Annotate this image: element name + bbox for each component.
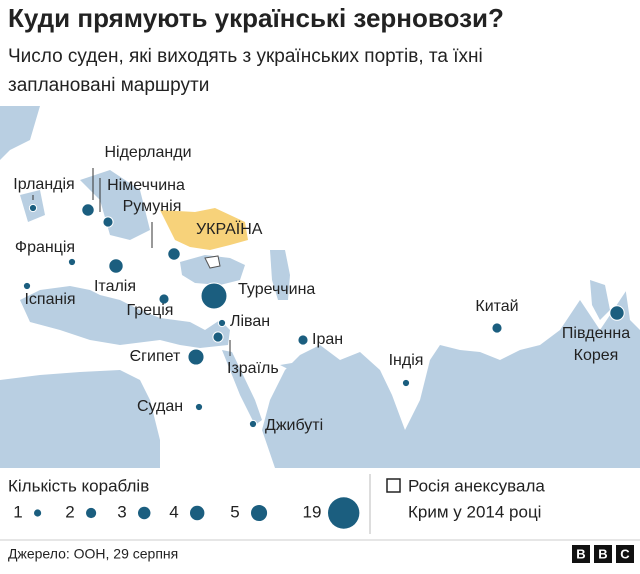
logo-letter: B	[576, 546, 585, 561]
country-label: Нідерланди	[104, 144, 191, 161]
ship-bubble	[102, 216, 114, 228]
red-sea	[222, 350, 262, 425]
country-label: Франція	[15, 239, 75, 256]
legend-bubble	[138, 506, 151, 520]
land	[0, 106, 640, 468]
subtitle: Число суден, які виходять з українських …	[8, 46, 483, 67]
ship-bubble	[108, 258, 124, 274]
country-label: Ірландія	[13, 176, 74, 193]
japan	[622, 255, 640, 330]
country-label: Італія	[94, 278, 136, 295]
yellow-sea	[590, 280, 610, 320]
country-label: Туреччина	[238, 281, 315, 298]
subtitle: заплановані маршрути	[8, 75, 209, 96]
ship-bubble	[28, 203, 38, 213]
country-label: Греція	[127, 302, 174, 319]
logo-block	[616, 545, 634, 563]
legend-bubble	[328, 497, 360, 529]
country-label: Ізраїль	[227, 360, 279, 377]
ship-bubble	[217, 318, 227, 328]
country-label-line: Південна	[562, 325, 630, 342]
ship-bubble	[22, 281, 32, 291]
source: Джерело: ООН, 29 серпня	[8, 546, 178, 562]
country-label: Німеччина	[107, 177, 185, 194]
legend-bubble	[34, 509, 42, 517]
ship-bubble	[491, 322, 503, 334]
country-label: Індія	[389, 352, 424, 369]
ship-bubble	[297, 334, 309, 346]
country-label: Південна Корея	[562, 325, 630, 364]
ship-bubble	[200, 282, 228, 310]
legend-bubble	[190, 505, 205, 521]
ship-bubble	[248, 419, 258, 429]
ship-bubble	[187, 348, 205, 366]
logo-letter: C	[620, 546, 630, 561]
note: Крим у 2014 році	[408, 502, 541, 521]
country-label: Джибуті	[265, 417, 323, 434]
ship-bubble	[194, 402, 204, 412]
logo-block	[594, 545, 612, 563]
map: УКРАЇНА	[0, 106, 640, 468]
mediterranean	[20, 286, 230, 348]
ship-bubble	[81, 203, 95, 217]
ship-bubble	[212, 331, 224, 343]
legend-value: 19	[303, 502, 322, 521]
country-label: Ліван	[230, 313, 270, 330]
note: Росія анексувала	[408, 476, 545, 495]
ship-bubble	[167, 247, 181, 261]
caspian	[270, 250, 290, 300]
legend-panel	[0, 468, 640, 540]
logo-letter: B	[598, 546, 607, 561]
country-label-line: Корея	[574, 347, 619, 364]
ship-bubble	[401, 378, 411, 388]
bbc-logo: B B C	[572, 545, 634, 563]
legend-value: 2	[65, 502, 74, 521]
country-label: Іран	[312, 331, 343, 348]
legend-value: 1	[13, 502, 22, 521]
crimea	[204, 255, 221, 269]
legend-value: 3	[117, 502, 126, 521]
ship-bubble	[67, 257, 77, 267]
ship-bubble	[609, 305, 625, 321]
legend-value: 4	[169, 502, 178, 521]
legend-title: Кількість кораблів	[8, 476, 149, 495]
country-label: Китай	[475, 298, 518, 315]
ukraine	[160, 208, 248, 250]
legend-value: 5	[230, 502, 239, 521]
legend-bubble	[86, 507, 97, 519]
north-sea	[0, 106, 150, 240]
country-label: Румунія	[123, 198, 182, 215]
legend: Кількість кораблів Росія анексувала Крим…	[0, 468, 640, 540]
gulf	[280, 360, 330, 385]
country-label: Єгипет	[130, 348, 181, 365]
logo-block	[572, 545, 590, 563]
black-sea	[180, 255, 245, 285]
country-label: Іспанія	[24, 291, 75, 308]
title: Куди прямують українські зерновози?	[8, 3, 504, 33]
legend-bubble	[250, 504, 268, 522]
note-icon	[386, 478, 401, 493]
ship-bubble	[158, 293, 170, 305]
origin-label: УКРАЇНА	[196, 220, 263, 238]
country-label: Судан	[137, 398, 183, 415]
